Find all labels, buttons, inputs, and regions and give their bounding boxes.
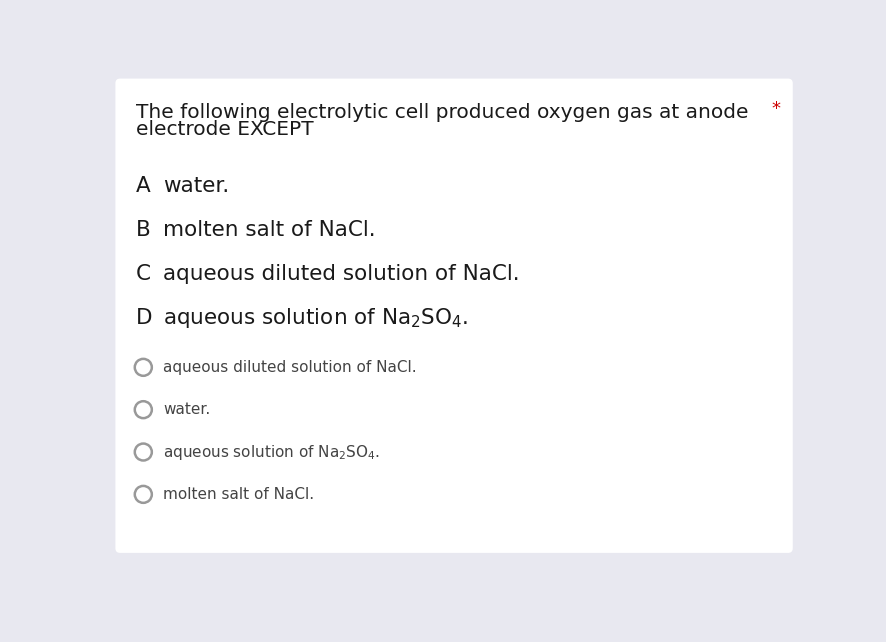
Text: B: B xyxy=(136,220,151,240)
Text: molten salt of NaCl.: molten salt of NaCl. xyxy=(163,487,315,502)
Text: aqueous solution of Na$_2$SO$_4$.: aqueous solution of Na$_2$SO$_4$. xyxy=(163,442,381,462)
FancyBboxPatch shape xyxy=(115,78,793,553)
Text: water.: water. xyxy=(163,177,229,196)
Text: A: A xyxy=(136,177,151,196)
Circle shape xyxy=(135,401,152,418)
Text: water.: water. xyxy=(163,402,211,417)
Text: *: * xyxy=(771,100,780,118)
Text: aqueous diluted solution of NaCl.: aqueous diluted solution of NaCl. xyxy=(163,264,520,284)
Text: electrode EXCEPT: electrode EXCEPT xyxy=(136,120,313,139)
Circle shape xyxy=(135,359,152,376)
Text: C: C xyxy=(136,264,151,284)
Circle shape xyxy=(135,486,152,503)
Text: D: D xyxy=(136,308,152,328)
Text: aqueous solution of Na$_2$SO$_4$.: aqueous solution of Na$_2$SO$_4$. xyxy=(163,306,469,330)
Circle shape xyxy=(135,444,152,460)
Text: The following electrolytic cell produced oxygen gas at anode: The following electrolytic cell produced… xyxy=(136,103,748,122)
Text: molten salt of NaCl.: molten salt of NaCl. xyxy=(163,220,376,240)
Text: aqueous diluted solution of NaCl.: aqueous diluted solution of NaCl. xyxy=(163,360,417,375)
